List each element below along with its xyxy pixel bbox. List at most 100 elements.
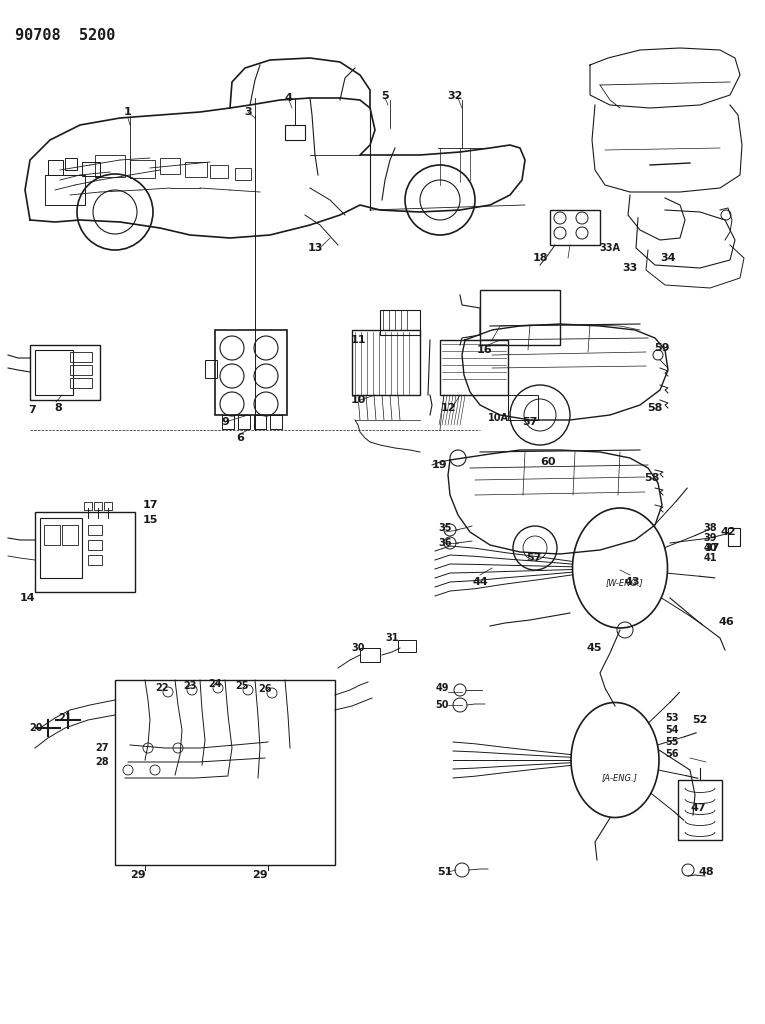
Bar [70,352,92,362]
Text: 5: 5 [381,91,389,101]
Text: 23: 23 [184,681,197,691]
Text: 13: 13 [308,243,323,253]
Text: 25: 25 [236,681,249,691]
Text: 44: 44 [472,577,488,587]
Text: 58: 58 [647,403,662,413]
Bar [222,415,234,429]
Bar [30,345,100,400]
Bar [508,395,538,420]
Text: 36: 36 [438,538,452,548]
Circle shape [123,765,133,775]
Bar [728,528,740,546]
Text: 14: 14 [20,593,36,603]
Bar [285,125,305,140]
Bar [205,360,217,378]
Text: 46: 46 [718,617,734,627]
Bar [215,330,287,415]
Text: 60: 60 [540,457,555,467]
Text: 31: 31 [386,633,399,643]
Bar [48,160,63,175]
Bar [35,512,135,592]
Text: 38: 38 [703,523,717,534]
Text: 43: 43 [624,577,640,587]
Circle shape [213,683,223,693]
Text: 41: 41 [703,553,717,563]
Text: 57: 57 [526,553,542,563]
Text: 51: 51 [438,867,453,877]
Bar [550,210,600,245]
Bar [380,310,420,335]
Text: 1: 1 [124,106,132,117]
Text: 18: 18 [532,253,548,263]
Bar [65,158,77,170]
Circle shape [243,685,253,695]
Text: 10: 10 [350,395,366,406]
Bar [88,540,102,550]
Text: 17: 17 [142,500,158,510]
Text: 35: 35 [438,523,452,534]
Bar [70,365,92,375]
Circle shape [444,524,456,536]
Circle shape [444,537,456,549]
Bar [210,165,228,178]
Text: 10A: 10A [487,413,509,423]
Bar [44,525,60,545]
Text: [W-ENG.]: [W-ENG.] [606,579,644,588]
Bar [440,340,508,395]
Bar [62,525,78,545]
Text: 42: 42 [720,527,736,537]
Text: 49: 49 [435,683,449,693]
Text: 15: 15 [142,515,158,525]
Text: 59: 59 [654,343,669,353]
Text: 37: 37 [705,543,720,553]
Text: 6: 6 [236,433,244,443]
Text: 58: 58 [644,473,659,483]
Text: 29: 29 [130,870,146,880]
Text: 7: 7 [28,406,36,415]
Circle shape [682,864,694,876]
Text: 3: 3 [244,106,252,117]
Text: 8: 8 [54,403,62,413]
Text: 22: 22 [155,683,169,693]
Bar [254,415,266,429]
Text: 11: 11 [350,335,366,345]
Bar [70,378,92,388]
Bar [95,155,125,177]
Text: 39: 39 [703,534,717,543]
Bar [238,415,250,429]
Text: 12: 12 [440,403,456,413]
Text: 32: 32 [448,91,463,101]
Text: 33A: 33A [600,243,620,253]
Bar [88,555,102,565]
Bar [35,350,73,395]
Circle shape [454,684,466,696]
Text: 21: 21 [58,713,72,723]
Bar [352,330,420,395]
Text: 9: 9 [221,417,229,427]
Text: 47: 47 [690,803,706,813]
Text: 34: 34 [660,253,675,263]
Text: 30: 30 [351,643,365,653]
Bar [82,162,100,176]
Circle shape [143,743,153,753]
Bar [235,168,251,180]
Text: 57: 57 [522,417,538,427]
Bar [94,502,102,510]
Text: 27: 27 [96,743,109,753]
Text: 19: 19 [432,460,448,470]
Text: 28: 28 [95,757,109,767]
Bar [88,525,102,535]
Bar [115,680,335,865]
Bar [45,175,85,205]
Circle shape [150,765,160,775]
Text: 29: 29 [252,870,268,880]
Text: 40: 40 [703,543,717,553]
Text: 53: 53 [666,713,679,723]
Bar [270,415,282,429]
Bar [130,160,155,178]
Text: 50: 50 [435,700,449,710]
Text: 48: 48 [698,867,714,877]
Text: 45: 45 [586,643,602,653]
Text: 54: 54 [666,725,679,735]
Text: 56: 56 [666,749,679,759]
